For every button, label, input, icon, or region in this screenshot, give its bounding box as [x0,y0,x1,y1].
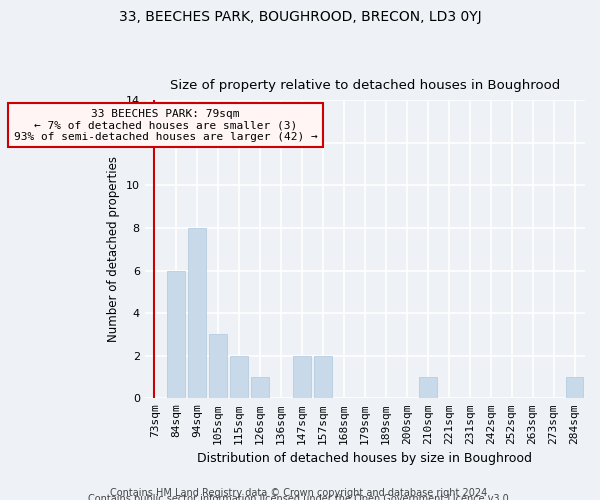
Text: 33, BEECHES PARK, BOUGHROOD, BRECON, LD3 0YJ: 33, BEECHES PARK, BOUGHROOD, BRECON, LD3… [119,10,481,24]
Y-axis label: Number of detached properties: Number of detached properties [107,156,120,342]
Title: Size of property relative to detached houses in Boughrood: Size of property relative to detached ho… [170,79,560,92]
X-axis label: Distribution of detached houses by size in Boughrood: Distribution of detached houses by size … [197,452,532,465]
Bar [167,270,185,398]
Bar [419,377,437,398]
Text: 33 BEECHES PARK: 79sqm
← 7% of detached houses are smaller (3)
93% of semi-detac: 33 BEECHES PARK: 79sqm ← 7% of detached … [14,108,317,142]
Bar [188,228,206,398]
Bar [251,377,269,398]
Bar [230,356,248,399]
Bar [209,334,227,398]
Bar [566,377,583,398]
Text: Contains public sector information licensed under the Open Government Licence v3: Contains public sector information licen… [88,494,512,500]
Text: Contains HM Land Registry data © Crown copyright and database right 2024.: Contains HM Land Registry data © Crown c… [110,488,490,498]
Bar [293,356,311,399]
Bar [314,356,332,399]
